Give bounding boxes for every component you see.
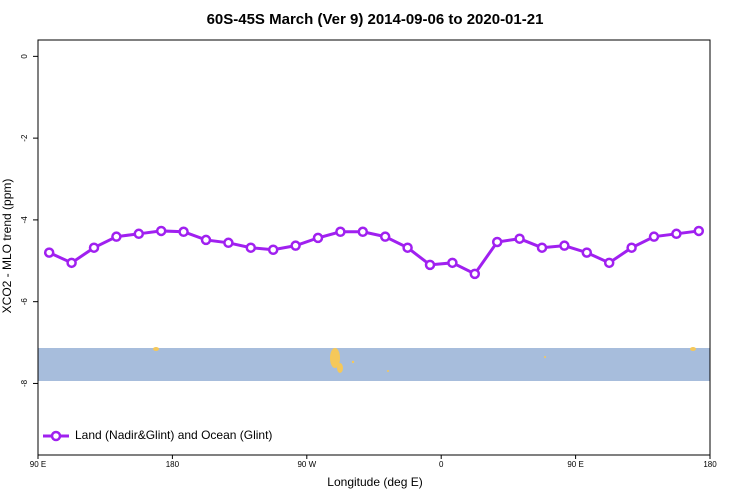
data-point: [626, 242, 637, 253]
x-tick-label: 90 E: [567, 460, 583, 469]
x-tick-label: 180: [703, 460, 717, 469]
data-point: [66, 257, 77, 269]
data-point: [693, 225, 705, 237]
data-point: [491, 236, 503, 248]
x-axis-label: Longitude (deg E): [327, 475, 422, 489]
legend-marker: [50, 430, 62, 442]
plot-frame: [37, 39, 711, 456]
x-tick-label: 90 E: [30, 460, 46, 469]
data-point: [43, 247, 55, 258]
data-point: [267, 244, 279, 255]
chart-title: 60S-45S March (Ver 9) 2014-09-06 to 2020…: [207, 11, 544, 28]
data-point: [335, 226, 346, 238]
map-strip: [38, 348, 710, 381]
data-point: [536, 242, 548, 253]
y-tick-label: -8: [20, 379, 29, 387]
data-point: [379, 231, 391, 242]
y-tick-label: 0: [20, 54, 29, 59]
data-point: [155, 225, 167, 237]
data-point: [469, 268, 481, 280]
y-tick-label: -4: [20, 216, 29, 224]
data-point: [424, 259, 436, 271]
series-line: [48, 229, 699, 276]
data-point: [357, 226, 369, 238]
data-point: [200, 234, 212, 246]
data-point: [290, 240, 301, 251]
y-tick-label: -6: [20, 298, 29, 306]
x-tick-label: 90 W: [297, 460, 316, 469]
data-point: [245, 242, 257, 253]
data-point: [447, 257, 458, 269]
data-point: [603, 257, 615, 269]
land-shapes: [153, 347, 696, 373]
data-point: [223, 237, 234, 249]
data-point: [133, 228, 145, 240]
data-point: [312, 232, 324, 244]
data-point: [111, 231, 122, 242]
data-point: [559, 240, 570, 251]
data-point: [514, 233, 525, 244]
y-tick-label: -2: [20, 134, 29, 142]
y-axis-label: XCO2 - MLO trend (ppm): [0, 179, 14, 314]
data-point: [402, 242, 413, 253]
x-tick-label: 180: [166, 460, 180, 469]
legend-label: Land (Nadir&Glint) and Ocean (Glint): [75, 428, 272, 442]
x-tick-label: 0: [439, 460, 444, 469]
data-point: [671, 228, 682, 240]
data-point: [581, 247, 593, 258]
data-point: [178, 226, 189, 238]
data-point: [648, 231, 660, 242]
data-point: [88, 242, 100, 253]
